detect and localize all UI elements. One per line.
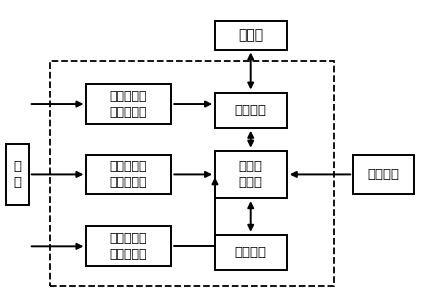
Bar [86, 226, 171, 266]
Bar [215, 21, 287, 50]
Bar [215, 151, 287, 198]
Bar [50, 61, 334, 286]
Text: 电缆绝缘在
线监测单元: 电缆绝缘在 线监测单元 [110, 160, 147, 189]
Text: 供电单元: 供电单元 [368, 168, 400, 181]
Text: 通讯单元: 通讯单元 [235, 104, 267, 117]
Bar [215, 92, 287, 128]
Bar [6, 144, 29, 205]
Bar [86, 155, 171, 194]
Text: 中央处
理单元: 中央处 理单元 [238, 160, 263, 189]
Text: 存储单元: 存储单元 [235, 246, 267, 259]
Text: 电
缆: 电 缆 [14, 160, 21, 189]
Text: 上位机: 上位机 [238, 28, 263, 42]
Bar [215, 235, 287, 270]
Text: 电缆接头无
线测温单元: 电缆接头无 线测温单元 [110, 90, 147, 118]
Text: 电缆局部放
电监测单元: 电缆局部放 电监测单元 [110, 232, 147, 261]
Bar [353, 155, 414, 194]
Bar [86, 84, 171, 124]
